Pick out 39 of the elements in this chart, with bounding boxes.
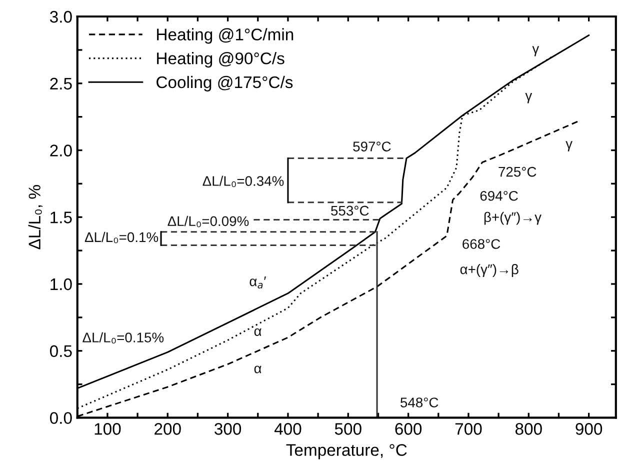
annotation: ΔL/L₀=0.1% (84, 232, 158, 244)
annotation: 548°C (400, 398, 438, 408)
x-tick-label: 200 (154, 423, 181, 435)
annotation: α (254, 328, 262, 336)
x-tick-label: 500 (334, 423, 362, 435)
annotation: γ (532, 46, 540, 56)
x-tick-label: 100 (94, 423, 121, 435)
x-axis-title: Temperature, °C (286, 444, 407, 460)
legend-label: Heating @1°C/min (157, 28, 294, 44)
annotation: ΔL/L₀=0.15% (82, 332, 164, 344)
annotation: 597°C (353, 142, 391, 152)
annotation: ΔL/L₀=0.34% (202, 176, 284, 188)
x-tick-label: 800 (515, 423, 542, 435)
annotation: 553°C (331, 206, 369, 216)
y-tick-label: 1.5 (50, 212, 72, 224)
annotation: 694°C (480, 190, 518, 201)
annotation: α$_{a}$′ (250, 276, 266, 288)
y-tick-label: 3.0 (50, 10, 72, 23)
y-tick-label: 2.0 (50, 144, 72, 156)
x-tick-label: 900 (576, 423, 602, 435)
annotation: γ (525, 93, 532, 104)
annotation: β+(γ″)→γ (484, 212, 542, 225)
x-tick-label: 700 (455, 423, 482, 435)
annotation: 668°C (462, 239, 500, 249)
y-tick-label: 1.0 (50, 278, 72, 290)
legend-label: Heating @90°C/s (157, 52, 284, 68)
legend-label: Cooling @175°C/s (156, 76, 293, 92)
y-axis-title: ΔL/L₀, % (28, 185, 42, 250)
annotation: 725°C (498, 166, 536, 177)
y-tick-label: 2.5 (50, 78, 72, 90)
annotation: ΔL/L₀=0.09% (168, 216, 249, 228)
x-tick-label: 600 (395, 423, 422, 435)
annotation: γ (566, 141, 572, 152)
x-tick-label: 300 (214, 423, 242, 435)
annotation: α+(γ″)→β (460, 264, 518, 277)
annotation: α (254, 366, 262, 374)
x-tick-label: 400 (274, 423, 302, 435)
y-tick-label: 0.5 (50, 345, 72, 358)
y-tick-label: 0.0 (50, 412, 72, 424)
